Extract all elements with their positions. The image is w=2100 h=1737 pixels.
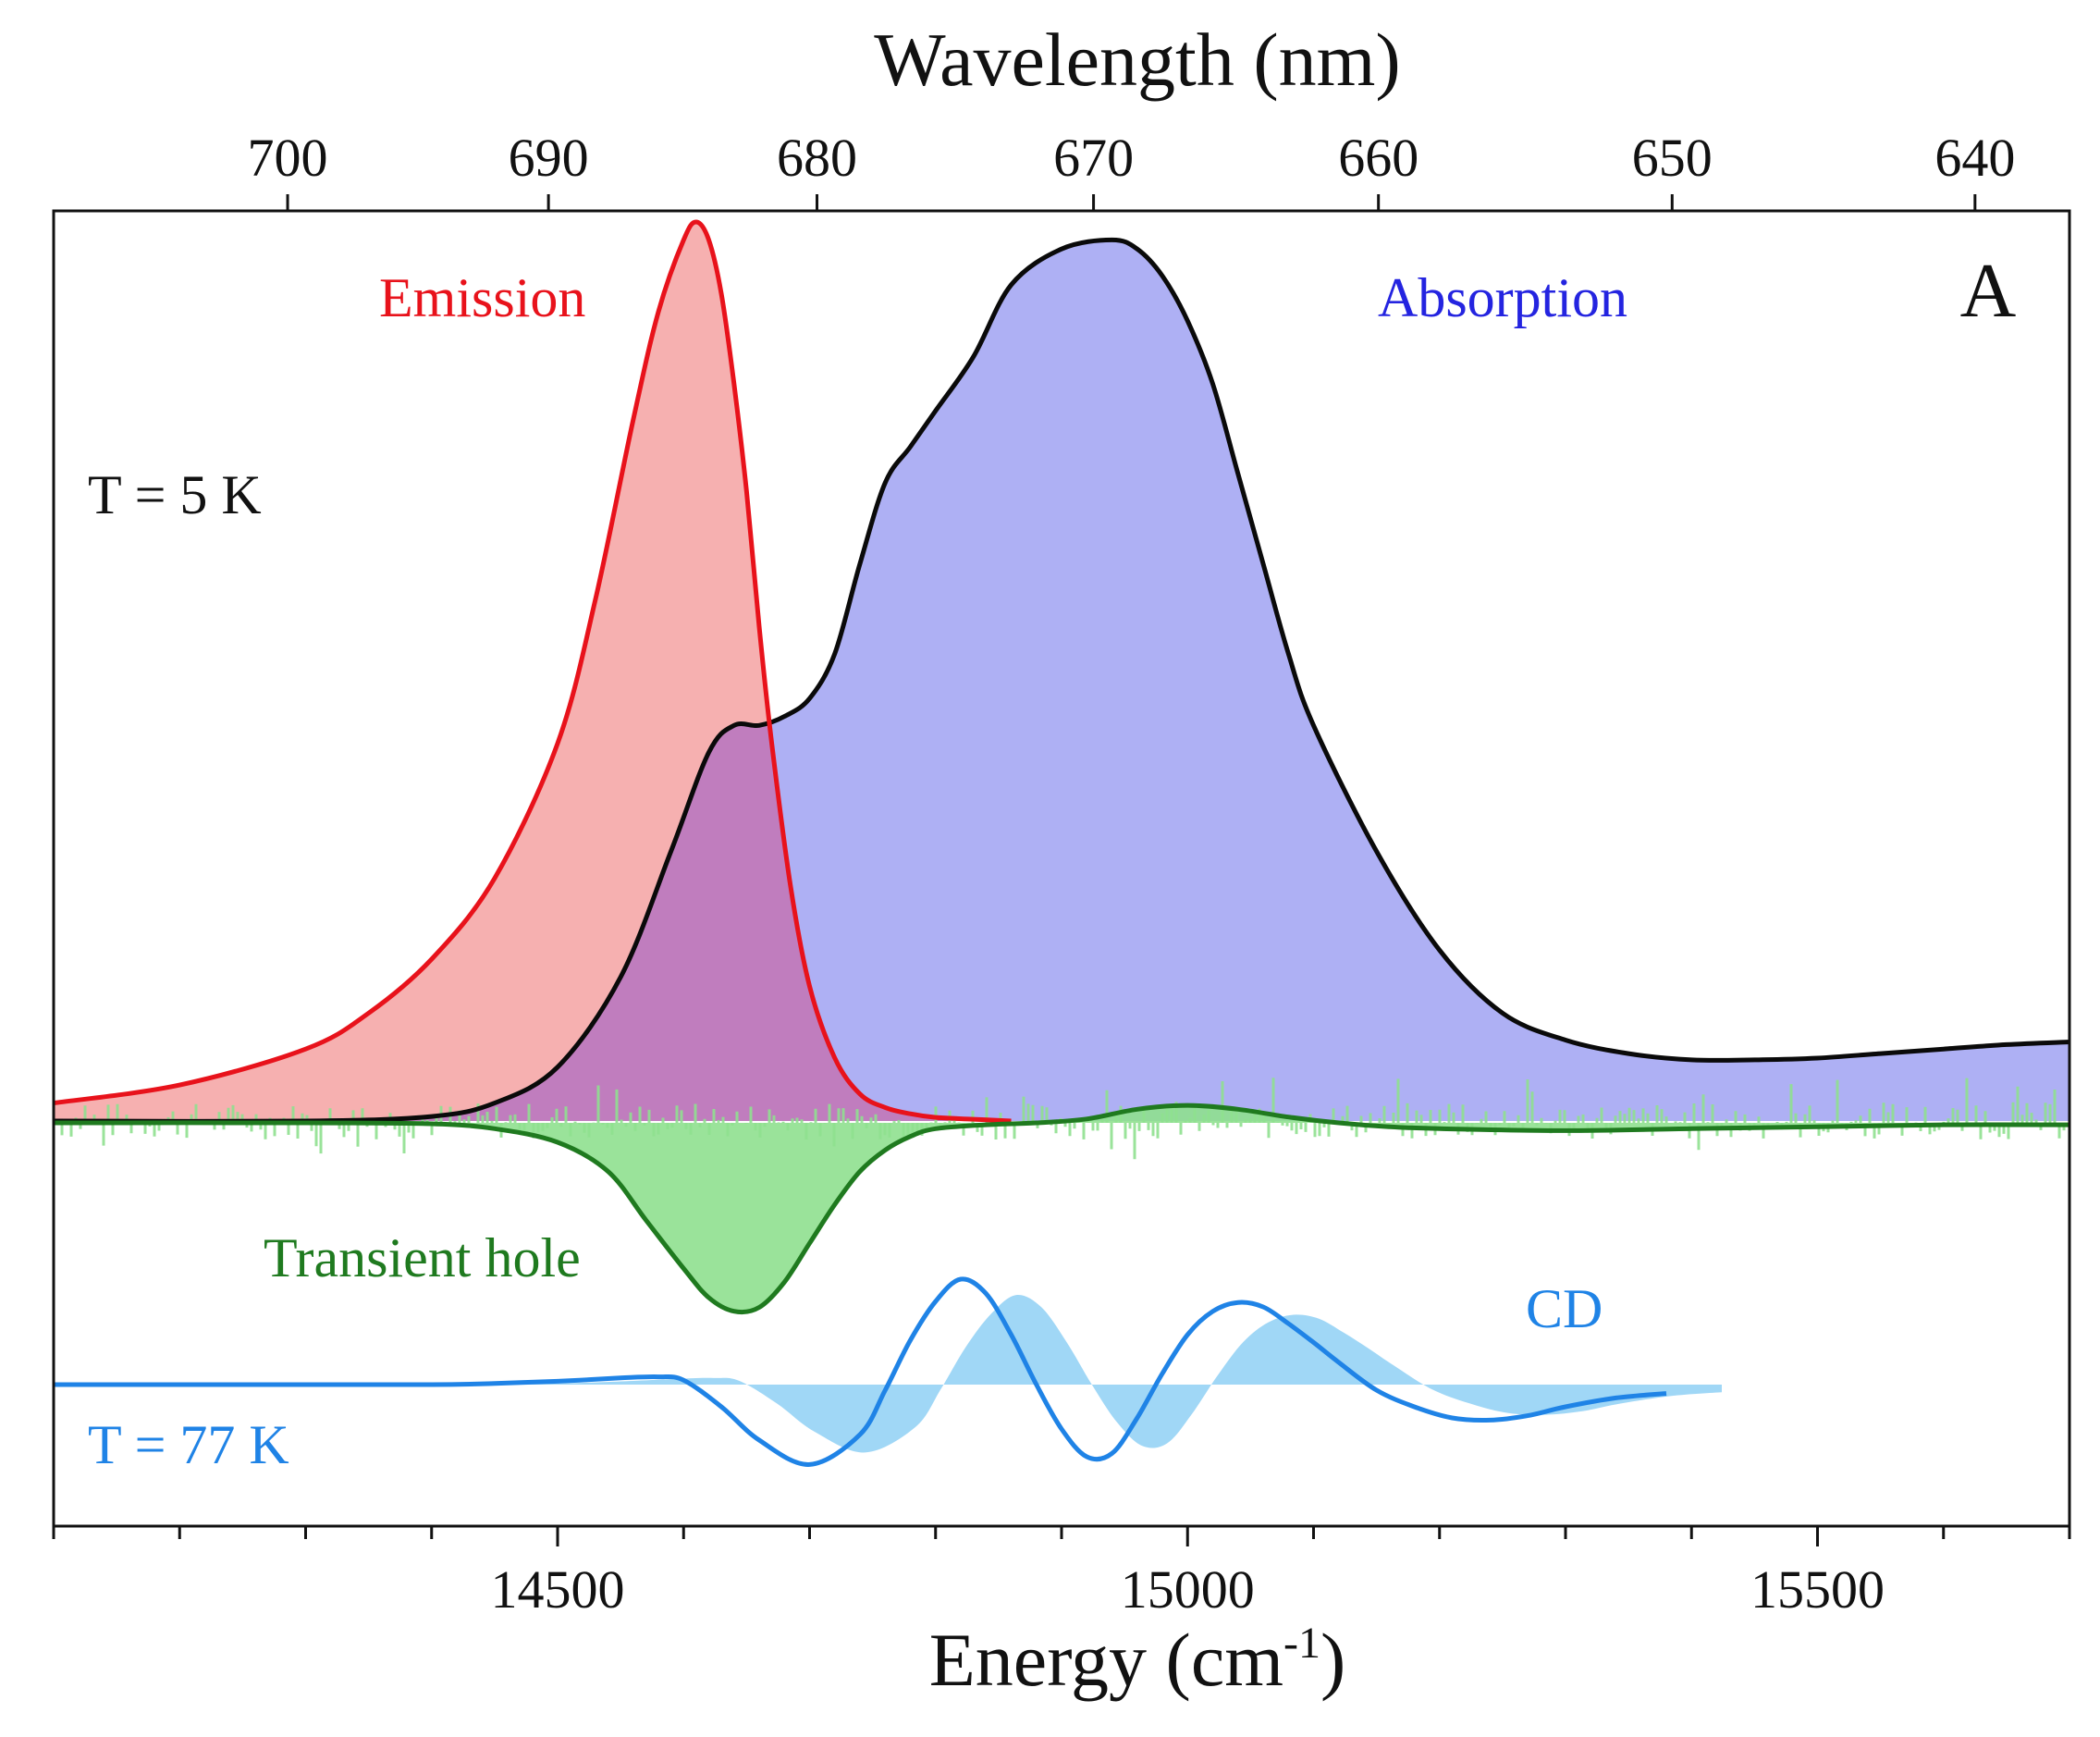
bottom-tick-label: 14500 (491, 1559, 625, 1620)
bottom-axis-title-superscript: -1 (1283, 1619, 1320, 1668)
top-tick-label: 660 (1338, 128, 1418, 188)
fills-layer (54, 222, 2069, 1453)
cd-fill (109, 1294, 1722, 1453)
emission-label: Emission (379, 267, 585, 328)
top-tick-label: 690 (509, 128, 589, 188)
lines-layer (53, 219, 2070, 1467)
bottom-axis-title-suffix: ) (1320, 1618, 1345, 1702)
panel-label: A (1960, 248, 2017, 334)
absorption-fill (54, 240, 2069, 1122)
bottom-axis-title: Energy (cm-1) (929, 1618, 1346, 1702)
bottom-axis: 14500 15000 15500 (52, 1526, 2071, 1620)
top-tick-label: 680 (777, 128, 857, 188)
bottom-tick-label: 15500 (1750, 1559, 1885, 1620)
top-tick-label: 700 (248, 128, 328, 188)
hole-line (53, 1103, 2070, 1315)
top-tick-label: 640 (1934, 128, 2015, 188)
absorption-line (53, 237, 2070, 1124)
temperature-77k-label: T = 77 K (88, 1414, 289, 1475)
cd-line (54, 1276, 1667, 1467)
emission-line (53, 219, 1012, 1124)
bottom-axis-title-main: Energy (cm (929, 1618, 1283, 1702)
top-tick-label: 650 (1632, 128, 1713, 188)
top-tick-label: 670 (1053, 128, 1134, 188)
absorption-label: Absorption (1378, 267, 1627, 328)
top-axis-title: Wavelength (nm) (874, 18, 1400, 102)
cd-label: CD (1526, 1278, 1603, 1339)
transient-hole-label: Transient hole (264, 1227, 581, 1288)
bottom-tick-label: 15000 (1121, 1559, 1255, 1620)
top-axis: 700 690 680 670 660 650 640 (248, 128, 2015, 211)
temperature-5k-label: T = 5 K (88, 464, 262, 525)
